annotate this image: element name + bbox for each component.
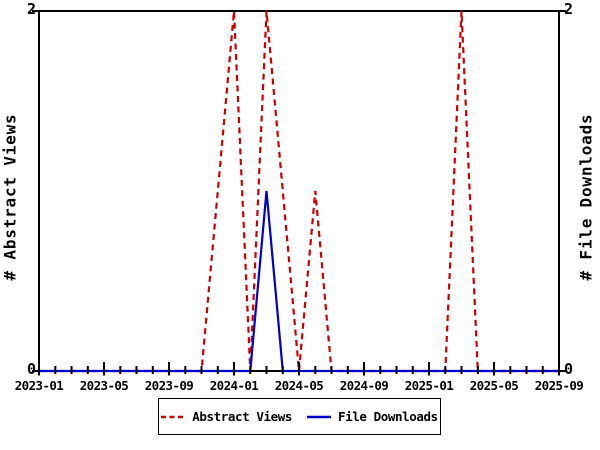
series-line-abstract-views xyxy=(39,10,559,373)
legend-box: Abstract Views File Downloads xyxy=(158,398,441,435)
x-tick-label: 2024-05 xyxy=(274,378,324,393)
dashed-line-sample-icon xyxy=(161,415,186,418)
x-tick-label: 2023-01 xyxy=(14,378,64,393)
y-axis-bottom-label-right: 0 xyxy=(564,360,574,378)
y-axis-bottom-label-left: 0 xyxy=(26,360,36,378)
x-tick-label: 2025-09 xyxy=(534,378,584,393)
right-y-axis-title: # File Downloads xyxy=(576,113,596,281)
plot-border xyxy=(38,10,560,372)
left-y-axis-title: # Abstract Views xyxy=(0,113,20,281)
legend-label-abstract-views: Abstract Views xyxy=(192,409,292,424)
legend-label-file-downloads: File Downloads xyxy=(338,409,438,424)
legend-item-abstract-views: Abstract Views xyxy=(161,409,292,424)
x-tick-label: 2023-09 xyxy=(144,378,194,393)
legend-item-file-downloads: File Downloads xyxy=(307,409,438,424)
series-line-file-downloads xyxy=(39,190,559,373)
x-tick-label: 2023-05 xyxy=(79,378,129,393)
y-axis-ticks xyxy=(32,10,566,372)
x-axis-ticks xyxy=(38,362,560,376)
y-axis-top-label-left: 2 xyxy=(26,0,36,18)
x-tick-label: 2024-09 xyxy=(339,378,389,393)
x-tick-label: 2025-05 xyxy=(469,378,519,393)
x-tick-label: 2025-01 xyxy=(404,378,454,393)
solid-line-sample-icon xyxy=(307,415,331,418)
x-tick-label: 2024-01 xyxy=(209,378,259,393)
y-axis-top-label-right: 2 xyxy=(564,0,574,18)
